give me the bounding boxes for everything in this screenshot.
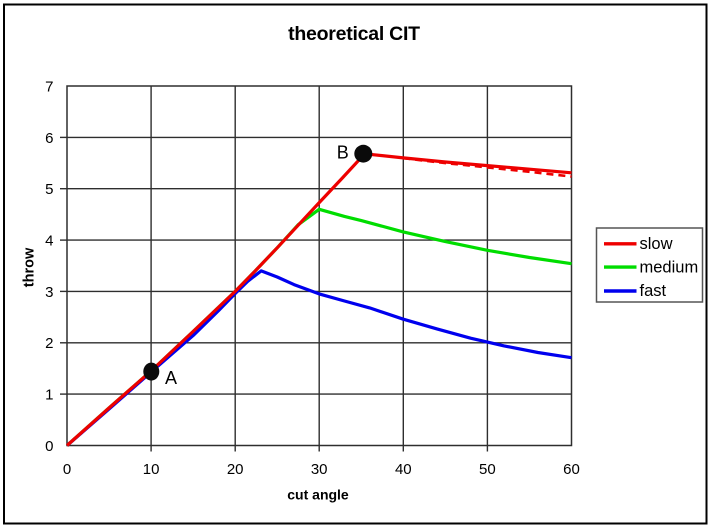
svg-text:0: 0 <box>45 438 53 455</box>
svg-text:5: 5 <box>45 181 53 198</box>
svg-text:1: 1 <box>45 387 53 404</box>
svg-text:40: 40 <box>395 461 412 478</box>
svg-text:B: B <box>337 143 349 163</box>
svg-text:fast: fast <box>640 282 667 300</box>
svg-text:20: 20 <box>227 461 244 478</box>
svg-text:4: 4 <box>45 233 53 250</box>
svg-text:theoretical CIT: theoretical CIT <box>288 23 420 45</box>
svg-text:medium: medium <box>640 258 699 276</box>
svg-text:2: 2 <box>45 335 53 352</box>
svg-text:3: 3 <box>45 284 53 301</box>
svg-text:0: 0 <box>63 461 71 478</box>
svg-text:7: 7 <box>45 78 53 95</box>
svg-text:30: 30 <box>311 461 328 478</box>
svg-text:A: A <box>165 368 177 388</box>
svg-text:10: 10 <box>143 461 160 478</box>
svg-text:slow: slow <box>640 235 673 253</box>
svg-text:6: 6 <box>45 130 53 147</box>
svg-text:60: 60 <box>563 461 580 478</box>
svg-text:50: 50 <box>479 461 496 478</box>
svg-text:cut angle: cut angle <box>287 487 349 503</box>
svg-text:throw: throw <box>22 247 38 287</box>
